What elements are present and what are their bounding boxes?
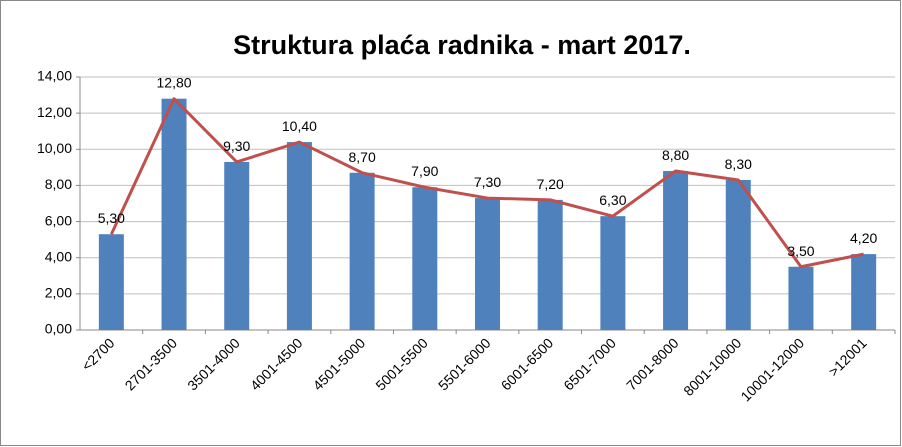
bar [537, 199, 563, 330]
data-label: 6,30 [599, 192, 626, 208]
data-label: 5,30 [98, 210, 125, 226]
data-label: 7,20 [537, 176, 564, 192]
y-tick-label: 2,00 [45, 285, 72, 301]
data-label: 4,20 [850, 230, 877, 246]
y-tick-label: 10,00 [37, 140, 72, 156]
y-tick-label: 12,00 [37, 104, 72, 120]
bar [412, 187, 438, 330]
data-label: 8,70 [348, 149, 375, 165]
bar [788, 266, 814, 330]
line [109, 97, 864, 269]
bar [349, 172, 375, 330]
data-label: 12,80 [157, 75, 192, 91]
data-label: 8,80 [662, 147, 689, 163]
bar [725, 180, 751, 330]
bar [98, 234, 124, 330]
data-label: 7,30 [474, 174, 501, 190]
bar [161, 98, 187, 330]
y-tick-label: 4,00 [45, 248, 72, 264]
y-tick-label: 0,00 [45, 321, 72, 337]
bar [286, 142, 312, 330]
data-label: 10,40 [282, 118, 317, 134]
bar [224, 161, 250, 330]
bar [663, 170, 689, 330]
y-tick-label: 14,00 [37, 68, 72, 84]
data-label: 3,50 [787, 243, 814, 259]
data-label: 7,90 [411, 163, 438, 179]
y-tick-label: 8,00 [45, 176, 72, 192]
chart-title: Struktura plaća radnika - mart 2017. [233, 30, 691, 60]
data-label: 8,30 [725, 156, 752, 172]
bar [851, 254, 877, 330]
bar [600, 216, 626, 330]
data-label: 9,30 [223, 138, 250, 154]
y-tick-label: 6,00 [45, 212, 72, 228]
bar [475, 198, 500, 330]
